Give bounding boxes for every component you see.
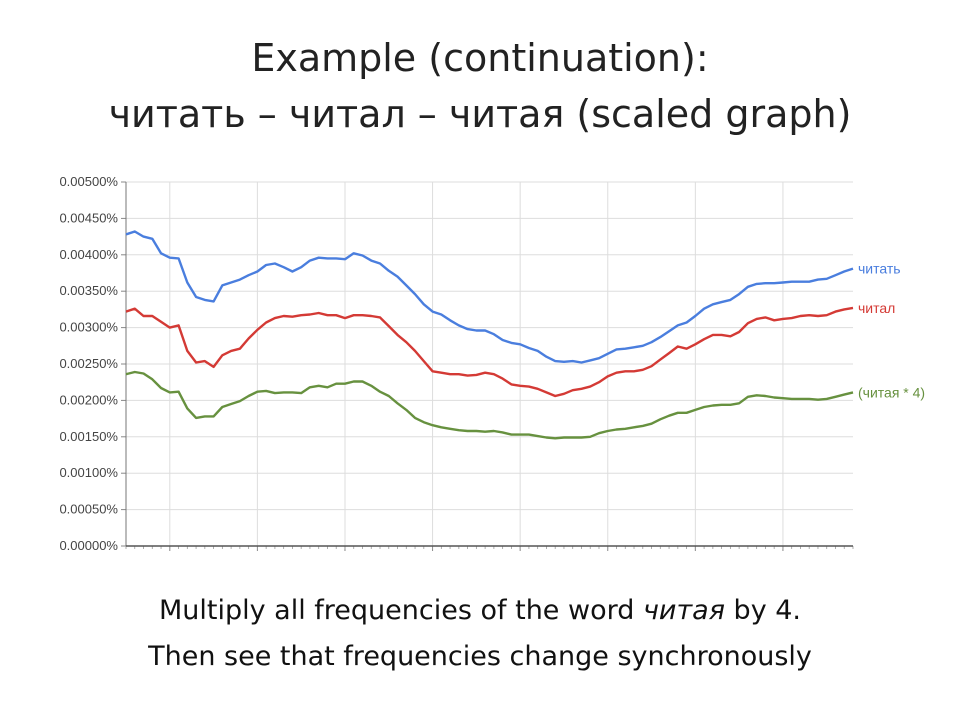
series-label: читать [858, 261, 901, 277]
caption-line-2: Then see that frequencies change synchro… [148, 641, 812, 672]
frequency-line-chart: 0.00000% 0.00050% 0.00100% 0.00150% 0.00200%… [59, 174, 925, 560]
title-line-1: Example (continuation): [251, 36, 709, 80]
slide-title: Example (continuation): читать – читал –… [0, 30, 960, 142]
y-tick-label: 0.00100% [59, 465, 118, 480]
x-tick-label: 1960 [418, 558, 447, 560]
slide-caption: Multiply all frequencies of the word чит… [0, 588, 960, 680]
x-tick-label: 2000 [768, 558, 797, 560]
y-tick-label: 0.00400% [59, 247, 118, 262]
caption-highlight-word: читая [642, 595, 725, 626]
y-tick-label: 0.00200% [59, 392, 118, 407]
series-line [125, 306, 854, 398]
series-label: (читая * 4) [858, 384, 925, 400]
y-tick-label: 0.00050% [59, 502, 118, 517]
y-tick-label: 0.00300% [59, 320, 118, 335]
x-tick-label: 1950 [331, 558, 360, 560]
y-tick-label: 0.00250% [59, 356, 118, 371]
x-tick-label: 1980 [593, 558, 622, 560]
caption-line-1-suffix: by 4. [724, 595, 802, 626]
y-tick-label: 0.00500% [59, 174, 118, 189]
caption-line-1-prefix: Multiply all frequencies of the word [158, 595, 643, 626]
x-tick-label: 1990 [681, 558, 710, 560]
series-line [125, 230, 854, 364]
series-label: читал [858, 300, 895, 316]
x-tick-label: 1940 [243, 558, 272, 560]
y-tick-label: 0.00350% [59, 283, 118, 298]
y-tick-label: 0.00150% [59, 429, 118, 444]
title-line-2: читать – читал – читая (scaled graph) [108, 92, 852, 136]
series-line [125, 370, 854, 440]
x-tick-label: 1930 [155, 558, 184, 560]
y-tick-label: 0.00000% [59, 538, 118, 553]
y-tick-label: 0.00450% [59, 210, 118, 225]
x-tick-label: 1970 [506, 558, 535, 560]
caption-line-1: Multiply all frequencies of the word чит… [0, 588, 960, 634]
